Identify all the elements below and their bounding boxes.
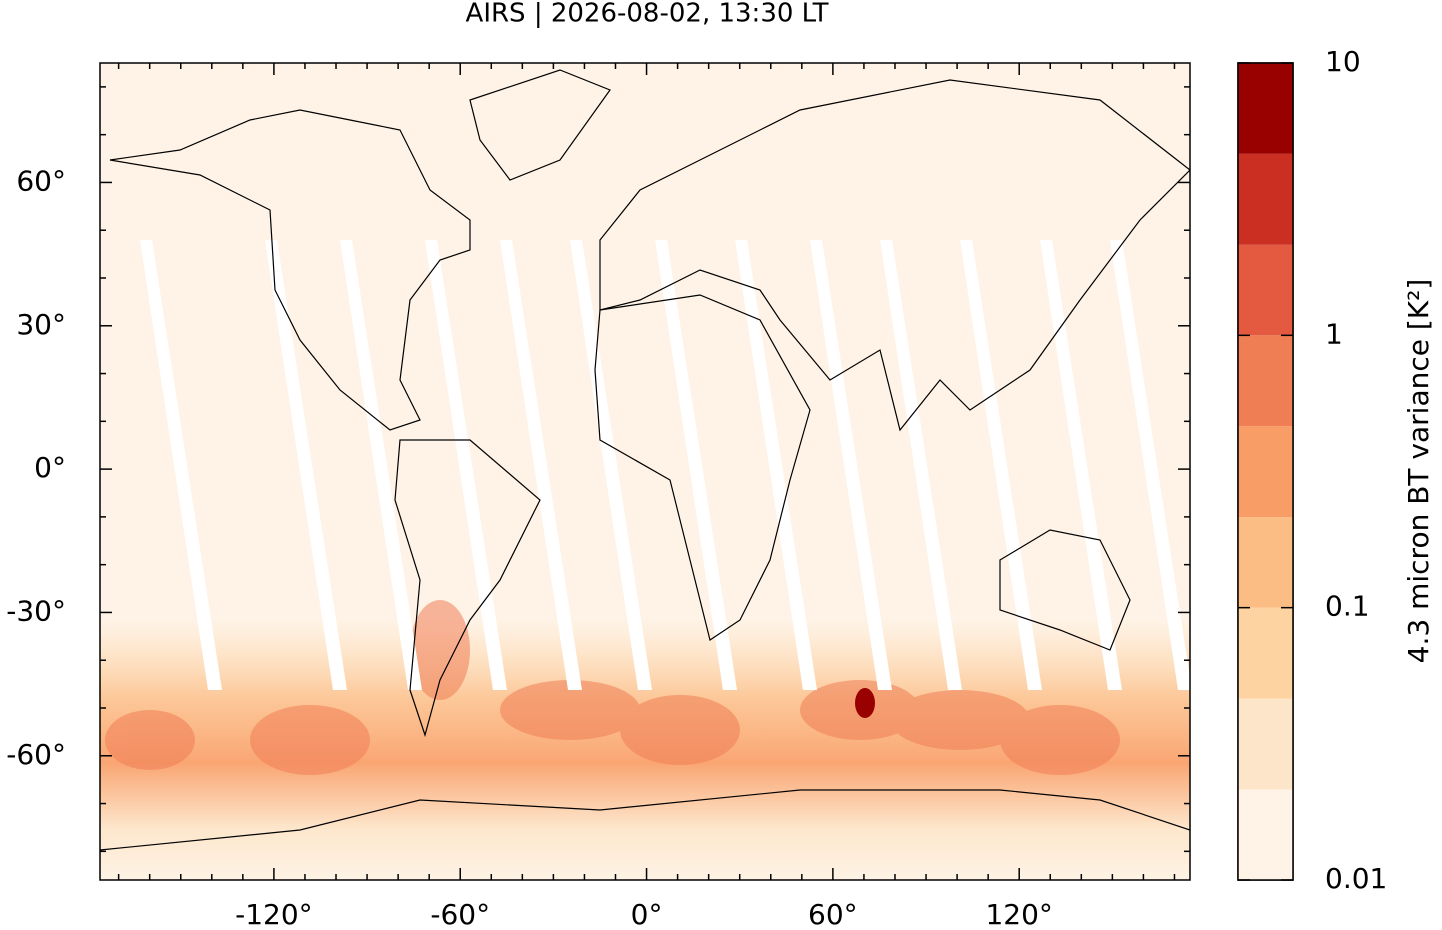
x-tick-label: 60° — [808, 898, 858, 930]
x-tick-label: -60° — [430, 898, 490, 930]
x-tick-label: 0° — [631, 898, 663, 930]
colorbar-label: 4.3 micron BT variance [K²] — [1402, 279, 1435, 664]
colorbar-tick-label: 0.1 — [1325, 590, 1370, 623]
x-tick-label: 120° — [985, 898, 1052, 930]
colorbar-band — [1238, 244, 1293, 336]
colorbar-band — [1238, 426, 1293, 518]
colorbar-band — [1238, 517, 1293, 608]
colorbar-tick-label: 1 — [1325, 317, 1343, 350]
colorbar-outline — [1237, 62, 1294, 881]
y-tick-label: 0° — [34, 451, 66, 484]
colorbar-band — [1238, 153, 1293, 245]
y-tick-label: 60° — [16, 164, 66, 197]
colorbar-band — [1238, 789, 1293, 880]
y-tick-label: -30° — [6, 594, 66, 627]
map-field — [100, 63, 1190, 880]
coastlines — [100, 69, 1190, 851]
colorbar-tick-label: 0.01 — [1325, 862, 1387, 895]
colorbar-band — [1238, 63, 1293, 154]
colorbar-band — [1238, 607, 1293, 699]
map-frame — [99, 62, 1191, 881]
y-tick-label: 30° — [16, 308, 66, 341]
x-tick-label: -120° — [235, 898, 313, 930]
colorbar-band — [1238, 335, 1293, 427]
title: AIRS | 2026-08-02, 13:30 LT — [466, 0, 829, 29]
colorbar-tick-label: 10 — [1325, 45, 1361, 78]
y-tick-label: -60° — [6, 738, 66, 771]
colorbar-band — [1238, 698, 1293, 790]
